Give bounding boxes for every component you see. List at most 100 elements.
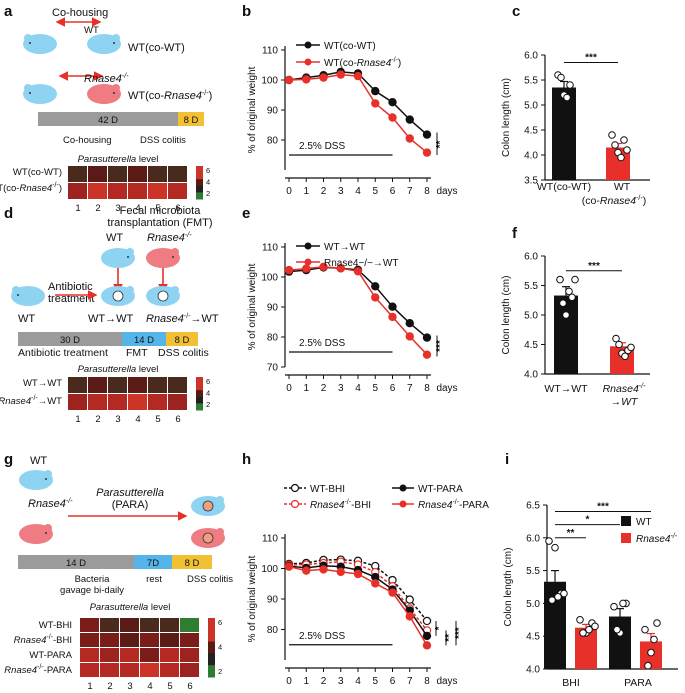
data-point [557, 73, 565, 82]
y-tick-label: 4.0 [526, 665, 540, 676]
color-scale-cell [208, 641, 215, 648]
heatmap-cell [120, 618, 139, 632]
heatmap-cell [128, 166, 147, 182]
color-scale-cell [208, 659, 215, 666]
panel-h: h 80 90 100 110 0 1 2 3 4 5 6 7 8 days % of original w… [242, 451, 489, 687]
y-tick-label: 90 [267, 595, 279, 606]
color-scale-cell [196, 182, 203, 187]
heatmap-cell [128, 394, 147, 410]
legend-marker [304, 58, 312, 66]
data-point [388, 113, 397, 122]
panel-label-a: a [4, 3, 13, 20]
x-tick-label: 7 [407, 186, 413, 197]
x-tick-label: 0 [286, 383, 292, 394]
y-tick-label: 5.0 [524, 311, 538, 322]
data-point [615, 340, 623, 349]
y-tick-label: 6.5 [526, 501, 540, 512]
color-scale-cell [196, 185, 203, 190]
heatmap-d: 1 2 3 4 5 6 6 4 2 [68, 377, 210, 425]
x-tick-label: 3 [338, 383, 344, 394]
heatmap-col-label: 6 [175, 203, 180, 214]
mouse-icon [101, 286, 135, 306]
timeline-segment-label: 14 D [134, 335, 154, 346]
dss-label: 2.5% DSS [299, 141, 345, 152]
color-scale-cell [208, 647, 215, 654]
data-point [627, 343, 635, 352]
sig-label: ** [444, 634, 455, 642]
bar [575, 627, 597, 669]
timeline-segment-label: 8 D [184, 115, 199, 126]
bar [544, 581, 566, 669]
dss-label: 2.5% DSS [299, 338, 345, 349]
legend-swatch [621, 516, 631, 526]
data-point [641, 625, 649, 634]
data-point [422, 333, 432, 342]
heatmap-col-label: 1 [75, 203, 80, 214]
data-point [405, 595, 414, 604]
data-point [653, 619, 661, 627]
wt-label: WT [106, 232, 123, 244]
color-scale-cell [196, 169, 203, 174]
heatmap-cell [160, 633, 179, 647]
color-scale-cell [196, 172, 203, 177]
heatmap-cell [100, 618, 119, 632]
legend-marker [399, 484, 407, 492]
heatmap-cell [80, 618, 99, 632]
heatmap-cell [168, 394, 187, 410]
data-point [563, 93, 571, 102]
data-point [284, 562, 294, 571]
data-point [644, 661, 652, 670]
data-point [353, 569, 363, 579]
color-scale-cell [196, 396, 203, 401]
heatmap-row-label: WT(co-WT) [13, 167, 62, 178]
x-tick-label: 2 [321, 383, 327, 394]
timeline-segment [134, 555, 172, 569]
sig-label: ** [567, 528, 575, 539]
x-tick-label: (co-Rnase4-/-) [582, 195, 646, 207]
x-tick-label: WT→WT [544, 383, 588, 395]
x-tick-label: 4 [355, 676, 361, 687]
panel-d: d Fecal microbiota transplantation (FMT)… [0, 205, 219, 425]
data-point [554, 593, 562, 601]
heatmap-cell [108, 166, 127, 182]
x-tick-label: 2 [321, 676, 327, 687]
data-point [562, 311, 570, 319]
y-tick-label: 100 [261, 564, 278, 575]
heatmap-col-label: 5 [155, 414, 160, 425]
data-point [284, 75, 294, 85]
x-tick-label: WT(co-WT) [537, 181, 591, 193]
legend-label: WT [636, 517, 652, 528]
y-tick-label: 5.5 [524, 76, 538, 87]
antibiotic-label-2: treatment [48, 293, 94, 305]
y-tick-label: 90 [267, 303, 279, 314]
x-tick-label: 7 [407, 676, 413, 687]
heatmap-cell [100, 633, 119, 647]
timeline-segment-label: 30 D [60, 335, 80, 346]
data-point [623, 146, 631, 154]
panel-b: b 80 90 100 110 0 1 2 3 4 5 6 7 8 days % of original w… [242, 3, 458, 197]
timeline-segment [166, 332, 198, 346]
heatmap-cell [108, 394, 127, 410]
panel-label-c: c [512, 3, 520, 20]
mouse-icon [146, 248, 180, 268]
x-tick-label: 1 [303, 676, 309, 687]
mouse-icon [146, 286, 180, 306]
y-tick-label: 5.0 [526, 599, 540, 610]
color-scale-cell [208, 653, 215, 660]
data-point [371, 86, 380, 96]
timeline-label-rest: rest [146, 574, 162, 585]
x-axis-label: days [436, 676, 457, 687]
heatmap-cell [168, 183, 187, 199]
series-line [288, 558, 428, 622]
data-point [566, 81, 574, 89]
data-point [579, 629, 587, 637]
mouse-icon [87, 34, 121, 54]
mouse-icon [23, 34, 57, 54]
y-axis-label: Colon length (cm) [501, 276, 512, 355]
timeline-label-antibiotic: Antibiotic treatment [18, 347, 108, 359]
color-scale-cell [196, 406, 203, 411]
bar-chart-f: 4.0 4.5 5.0 5.5 6.0 Colon length (cm) *** [501, 252, 650, 381]
